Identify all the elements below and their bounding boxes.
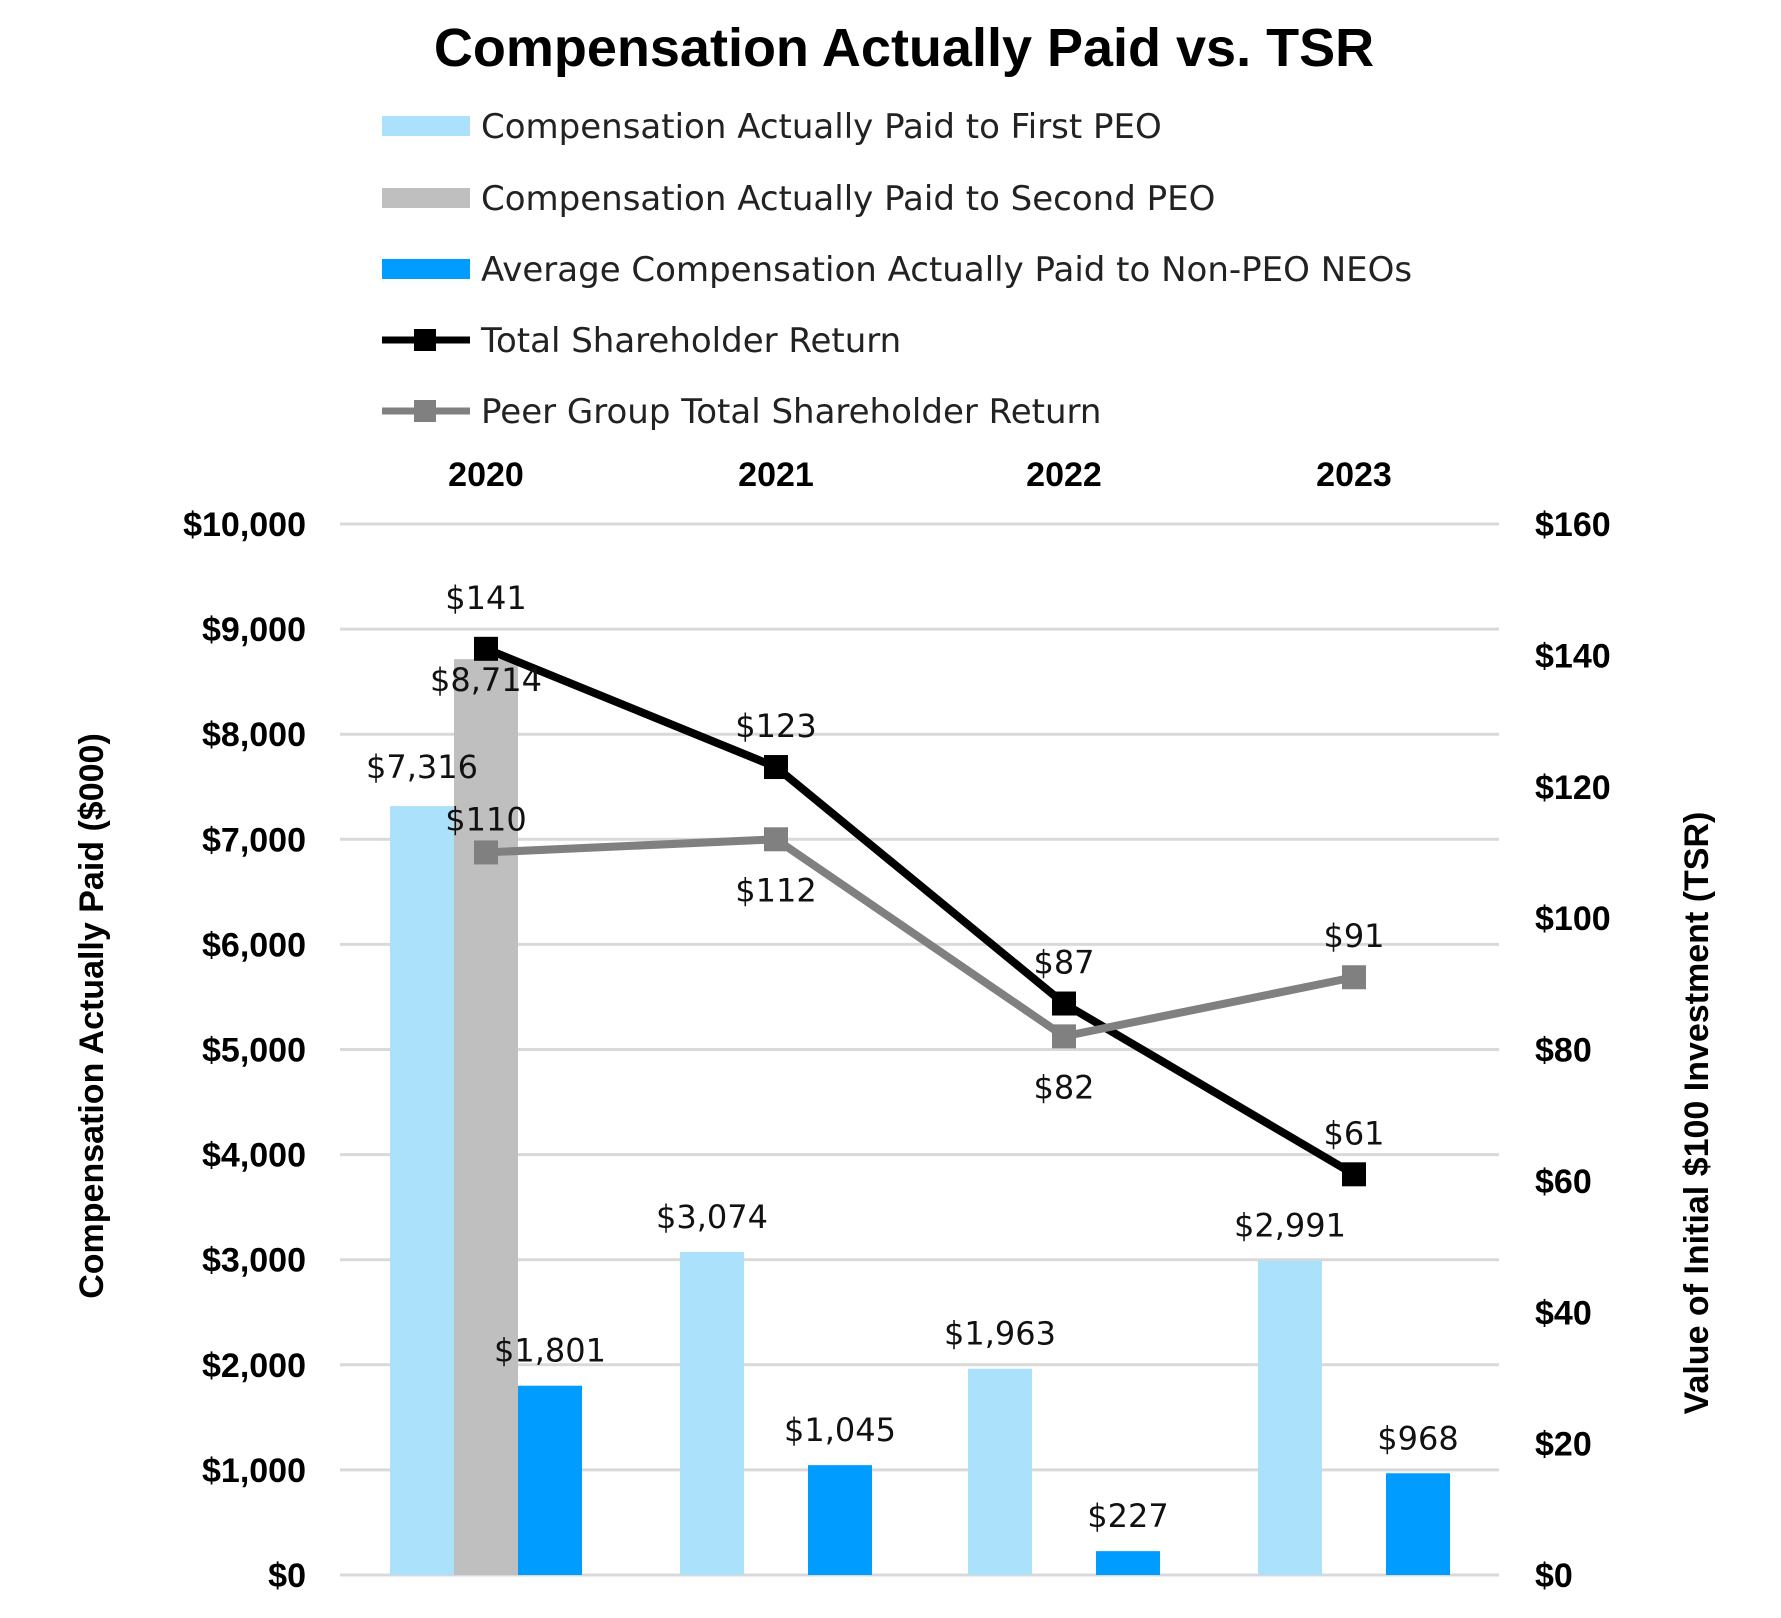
bar: [390, 806, 454, 1575]
bar: [808, 1465, 872, 1575]
x-tick-label: 2020: [448, 456, 524, 494]
y2-tick-label: $160: [1535, 506, 1611, 544]
y-axis-title: Compensation Actually Paid ($000): [73, 733, 111, 1299]
legend-label: Total Shareholder Return: [480, 321, 901, 361]
bar: [680, 1251, 744, 1575]
y2-tick-label: $80: [1535, 1032, 1592, 1070]
y2-tick-label: $120: [1535, 769, 1611, 807]
legend-label: Average Compensation Actually Paid to No…: [481, 250, 1412, 290]
line-marker: [764, 827, 788, 852]
line-marker: [474, 636, 498, 661]
x-tick-label: 2021: [738, 456, 814, 494]
line-marker: [1342, 965, 1366, 990]
y2-tick-label: $140: [1535, 637, 1611, 675]
y-tick-label: $9,000: [202, 611, 306, 649]
bar-data-label: $1,045: [784, 1411, 896, 1449]
y-tick-label: $1,000: [202, 1452, 306, 1490]
y-tick-label: $0: [268, 1557, 306, 1595]
line-data-label: $61: [1323, 1114, 1384, 1152]
line-data-label: $91: [1323, 917, 1384, 955]
y2-tick-label: $20: [1535, 1426, 1592, 1464]
legend-swatch: [382, 259, 470, 279]
line-data-label: $82: [1033, 1068, 1094, 1106]
bar: [1386, 1473, 1450, 1575]
legend-label: Compensation Actually Paid to First PEO: [481, 107, 1162, 147]
y-tick-label: $3,000: [202, 1242, 306, 1280]
y-tick-label: $7,000: [202, 821, 306, 859]
line-data-label: $110: [445, 800, 526, 838]
data-labels: $7,316 $3,074 $1,963 $2,991 $8,714 $1,801 $1,0…: [366, 579, 1459, 1535]
legend-marker: [414, 329, 436, 351]
legend-swatch: [382, 188, 470, 208]
line-marker: [1342, 1162, 1366, 1187]
y2-tick-label: $40: [1535, 1294, 1592, 1332]
bar: [1096, 1551, 1160, 1575]
y2-axis-title: Value of Initial $100 Investment (TSR): [1678, 812, 1716, 1415]
chart-title: Compensation Actually Paid vs. TSR: [434, 18, 1374, 78]
y-tick-label: $10,000: [183, 506, 306, 544]
y2-tick-label: $0: [1535, 1557, 1573, 1595]
y-tick-label: $5,000: [202, 1032, 306, 1070]
legend-label: Peer Group Total Shareholder Return: [481, 392, 1101, 432]
line-data-label: $112: [735, 871, 816, 909]
legend-marker: [414, 400, 436, 422]
x-tick-label: 2023: [1316, 456, 1392, 494]
line-series: [484, 645, 1357, 1178]
bar: [1258, 1260, 1322, 1575]
bar-data-label: $8,714: [430, 661, 542, 699]
y-tick-label: $6,000: [202, 926, 306, 964]
line-marker: [1052, 1024, 1076, 1049]
line-marker: [1052, 991, 1076, 1016]
x-tick-label: 2022: [1026, 456, 1102, 494]
y-tick-label: $8,000: [202, 716, 306, 754]
y-tick-label: $4,000: [202, 1137, 306, 1175]
y-tick-label: $2,000: [202, 1347, 306, 1385]
axes: $0 $1,000 $2,000 $3,000 $4,000 $5,000 $6,000 $7…: [183, 456, 1611, 1595]
legend: Compensation Actually Paid to First PEO C…: [382, 107, 1412, 432]
line-marker: [764, 755, 788, 780]
bar-data-label: $1,963: [944, 1315, 1056, 1353]
line-data-label: $123: [735, 707, 816, 745]
line-series: [485, 835, 1355, 1041]
legend-label: Compensation Actually Paid to Second PEO: [481, 179, 1215, 219]
bar-data-label: $1,801: [494, 1332, 606, 1370]
line-data-label: $87: [1033, 944, 1094, 982]
bar: [454, 659, 518, 1575]
bar: [518, 1385, 582, 1575]
y2-tick-label: $100: [1535, 900, 1611, 938]
y2-tick-label: $60: [1535, 1163, 1592, 1201]
bar-data-label: $968: [1377, 1419, 1458, 1457]
bar-data-label: $2,991: [1234, 1207, 1346, 1245]
legend-swatch: [382, 116, 470, 136]
bar-data-label: $227: [1087, 1497, 1168, 1535]
lines: [474, 636, 1366, 1187]
line-marker: [474, 840, 498, 865]
line-data-label: $141: [445, 579, 526, 617]
bar-data-label: $3,074: [656, 1198, 768, 1236]
bars: [390, 659, 1450, 1575]
bar: [968, 1368, 1032, 1575]
bar-data-label: $7,316: [366, 748, 478, 786]
